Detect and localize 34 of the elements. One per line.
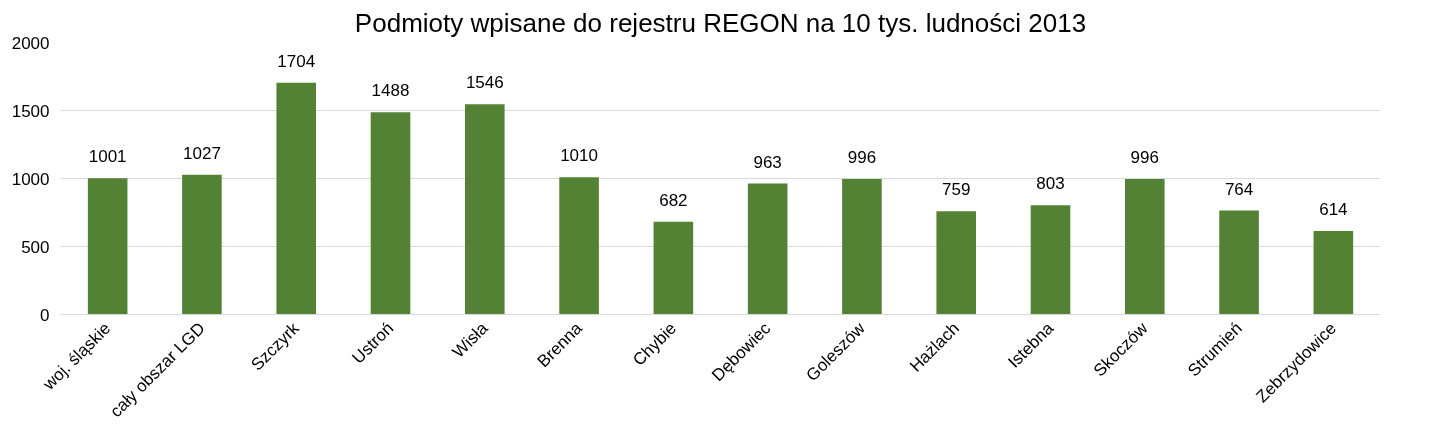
bar: [842, 179, 882, 315]
data-label: 1001: [88, 147, 127, 167]
bar: [653, 221, 694, 315]
data-label: 1546: [465, 73, 504, 93]
data-label: 803: [1036, 174, 1065, 194]
bar: [87, 178, 128, 315]
data-label: 614: [1319, 200, 1348, 219]
y-tick-label: 1500: [11, 101, 50, 121]
bar: [370, 112, 411, 315]
y-tick-label: 0: [40, 305, 50, 325]
data-label: 1010: [560, 146, 598, 166]
data-label: 996: [847, 148, 877, 168]
bar: [747, 183, 788, 315]
data-label: 1488: [371, 81, 410, 101]
data-label: 963: [753, 152, 782, 172]
bar: [276, 82, 317, 315]
bar: [1219, 210, 1259, 315]
data-label: 1027: [183, 143, 221, 163]
data-label: 682: [659, 190, 688, 210]
bar: [559, 177, 599, 315]
bar: [1030, 205, 1071, 315]
data-label: 1704: [277, 51, 316, 71]
data-label: 764: [1224, 179, 1254, 199]
bar: [464, 104, 505, 315]
bar: [1124, 179, 1165, 315]
y-tick-label: 500: [21, 237, 50, 257]
bar: [936, 211, 977, 315]
bar: [182, 174, 222, 315]
chart-title: Podmioty wpisane do rejestru REGON na 10 tys. ludności 2013: [354, 7, 1087, 38]
bar: [1313, 231, 1354, 315]
y-tick-label: 2000: [11, 33, 50, 53]
y-tick-label: 1000: [11, 169, 50, 189]
data-label: 996: [1130, 148, 1159, 168]
data-label: 759: [942, 180, 971, 200]
